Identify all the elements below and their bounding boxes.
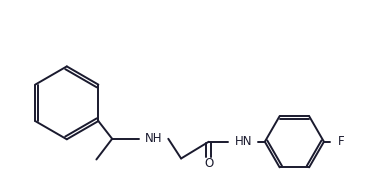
Text: NH: NH: [145, 132, 162, 145]
Text: O: O: [204, 157, 213, 170]
Text: F: F: [338, 135, 344, 148]
Text: HN: HN: [235, 135, 252, 148]
